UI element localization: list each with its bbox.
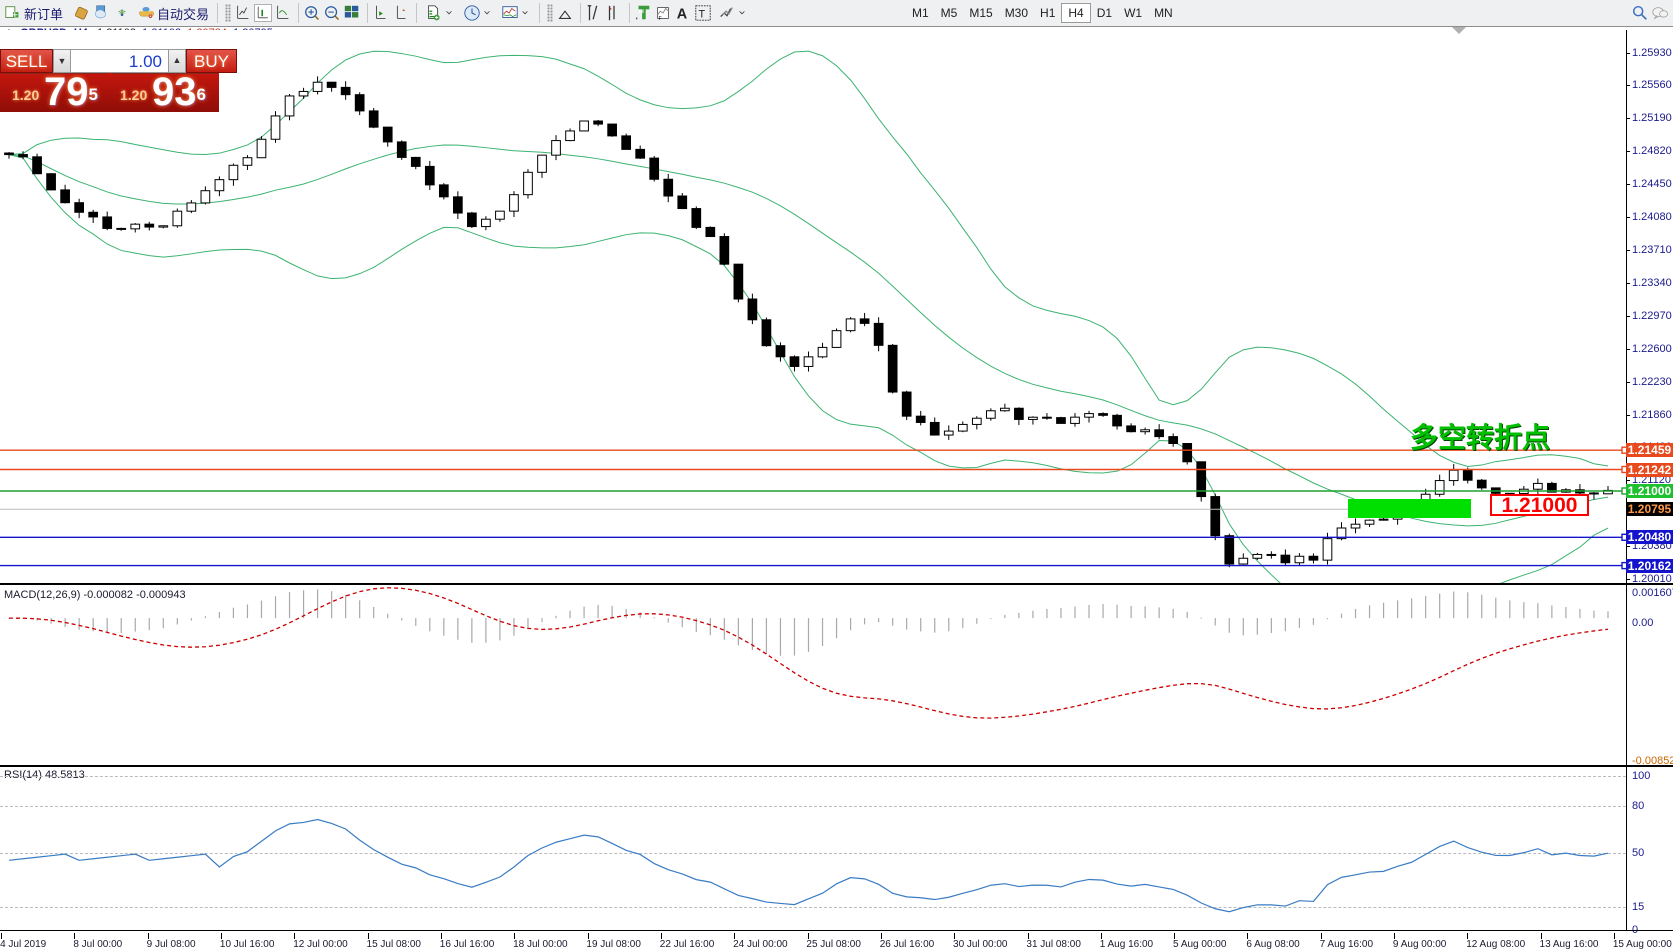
svg-text:A: A — [677, 6, 688, 22]
svg-text:T: T — [699, 9, 706, 21]
